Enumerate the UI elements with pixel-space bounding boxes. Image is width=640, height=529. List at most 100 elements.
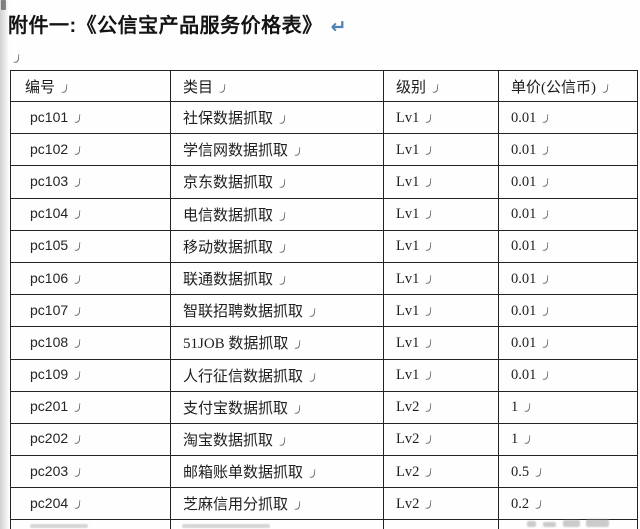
cell-end-mark-icon	[542, 145, 549, 156]
cell-end-mark-icon	[74, 435, 81, 445]
cell-level: Lv1	[383, 294, 499, 328]
cell-category: 51JOB 数据抓取	[170, 326, 384, 360]
cell-end-mark-icon	[309, 468, 316, 479]
cell-end-mark-icon	[602, 83, 609, 93]
cell-level: Lv2	[383, 519, 499, 529]
table-row: pc108 51JOB 数据抓取 Lv1 0.01	[10, 326, 638, 360]
cell-end-mark-icon	[294, 404, 301, 415]
table-row: pc203 邮箱账单数据抓取 Lv2 0.5	[10, 455, 638, 489]
cell-end-mark-icon	[294, 147, 301, 157]
cell-level: Lv1	[383, 261, 499, 296]
cell-level: Lv1	[383, 197, 499, 231]
cell-price: 0.01	[498, 229, 638, 263]
table-row: pc106 联通数据抓取 Lv1 0.01	[10, 261, 638, 296]
cell-code: pc105	[10, 229, 171, 263]
cell-end-mark-icon	[279, 179, 286, 189]
cell-end-mark-icon	[542, 242, 549, 252]
cell-price: 0.01	[498, 100, 638, 135]
cell-end-mark-icon	[74, 306, 81, 316]
cell-end-mark-icon	[425, 499, 432, 510]
cell-end-mark-icon	[425, 242, 432, 252]
cell-category: 智联招聘数据抓取	[170, 294, 384, 328]
faint-watermark-mark	[563, 520, 580, 527]
cell-end-mark-icon	[425, 435, 432, 445]
cell-end-mark-icon	[74, 403, 81, 413]
faint-text-sliver	[182, 524, 270, 528]
cell-price: 0.01	[498, 197, 638, 231]
cell-code: pc203	[10, 455, 171, 489]
cell-end-mark-icon	[542, 338, 549, 349]
cell-category: 芝麻信用分抓取	[170, 487, 384, 521]
cell-category: 京东数据抓取	[170, 165, 384, 199]
cell-end-mark-icon	[279, 275, 286, 286]
cell-end-mark-icon	[61, 83, 68, 93]
cell-code: pc101	[10, 100, 171, 135]
cell-end-mark-icon	[524, 435, 531, 445]
scan-edge-shading	[0, 0, 9, 529]
cell-end-mark-icon	[425, 274, 432, 284]
cell-code: pc106	[10, 261, 171, 296]
cell-category: 淘宝数据抓取	[170, 422, 384, 457]
cell-category: 学信网数据抓取	[170, 133, 384, 167]
cell-price: 0.01	[498, 261, 638, 296]
cell-code: pc204	[10, 487, 171, 521]
cell-end-mark-icon	[542, 370, 549, 381]
table-row: pc102 学信网数据抓取 Lv1 0.01	[10, 133, 638, 167]
faint-text-sliver	[30, 524, 88, 528]
cell-end-mark-icon	[524, 403, 531, 413]
cell-end-mark-icon	[542, 306, 549, 316]
cell-end-mark-icon	[294, 340, 301, 350]
cell-price: 0.5	[498, 455, 638, 489]
cell-end-mark-icon	[74, 145, 81, 156]
column-header-level: 级别	[383, 70, 499, 102]
cell-end-mark-icon	[279, 211, 286, 221]
cell-code: pc109	[10, 358, 171, 392]
table-row: pc107 智联招聘数据抓取 Lv1 0.01	[10, 294, 638, 328]
table-row: pc104 电信数据抓取 Lv1 0.01	[10, 197, 638, 231]
cell-code: pc202	[10, 422, 171, 457]
cell-category: 移动数据抓取	[170, 229, 384, 263]
cell-end-mark-icon	[542, 209, 549, 220]
faint-watermark-mark	[543, 522, 556, 527]
cell-end-mark-icon	[425, 403, 432, 413]
cell-level: Lv2	[383, 487, 499, 521]
cell-code: pc102	[10, 133, 171, 167]
cell-price: 0.01	[498, 133, 638, 167]
cell-code: pc107	[10, 294, 171, 328]
cell-end-mark-icon	[425, 338, 432, 349]
cell-end-mark-icon	[74, 467, 81, 477]
table-row: pc105 移动数据抓取 Lv1 0.01	[10, 229, 638, 263]
cell-price: 0.2	[498, 487, 638, 521]
column-header-price: 单价(公信币)	[498, 70, 638, 102]
faint-watermark-mark	[527, 521, 536, 527]
cell-end-mark-icon	[74, 242, 81, 252]
cell-end-mark-icon	[425, 177, 432, 188]
cell-level: Lv1	[383, 229, 499, 263]
cell-end-mark-icon	[432, 83, 439, 93]
cell-end-mark-icon	[74, 370, 81, 381]
cell-end-mark-icon	[74, 338, 81, 349]
cell-end-mark-icon	[425, 467, 432, 477]
cell-code: pc201	[10, 390, 171, 424]
table-row: pc109 人行征信数据抓取 Lv1 0.01	[10, 358, 638, 392]
cell-end-mark-icon	[425, 370, 432, 381]
cell-end-mark-icon	[535, 499, 542, 510]
cell-level: Lv1	[383, 358, 499, 392]
cell-category: 电信数据抓取	[170, 197, 384, 231]
cell-end-mark-icon	[309, 372, 316, 382]
cell-code: pc108	[10, 326, 171, 360]
cell-end-mark-icon	[309, 307, 316, 318]
cell-price: 0.01	[498, 358, 638, 392]
cell-category: 联通数据抓取	[170, 261, 384, 296]
cell-category: 支付宝数据抓取	[170, 390, 384, 424]
cell-price: 1	[498, 422, 638, 457]
scan-corner-smudge	[1, 0, 6, 10]
page-title: 附件一:《公信宝产品服务价格表》	[8, 15, 323, 37]
title-row: 附件一:《公信宝产品服务价格表》 ↵	[8, 9, 347, 38]
table-row: pc201 支付宝数据抓取 Lv2 1	[10, 390, 638, 424]
cell-end-mark-icon	[535, 467, 542, 477]
cell-end-mark-icon	[74, 209, 81, 220]
faint-watermark-mark	[586, 519, 609, 527]
cell-level: Lv1	[383, 165, 499, 199]
cell-end-mark-icon	[425, 306, 432, 316]
